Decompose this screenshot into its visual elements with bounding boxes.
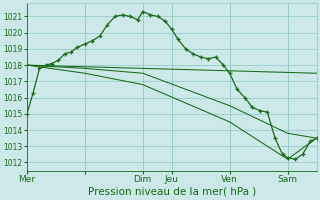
- X-axis label: Pression niveau de la mer( hPa ): Pression niveau de la mer( hPa ): [88, 187, 256, 197]
